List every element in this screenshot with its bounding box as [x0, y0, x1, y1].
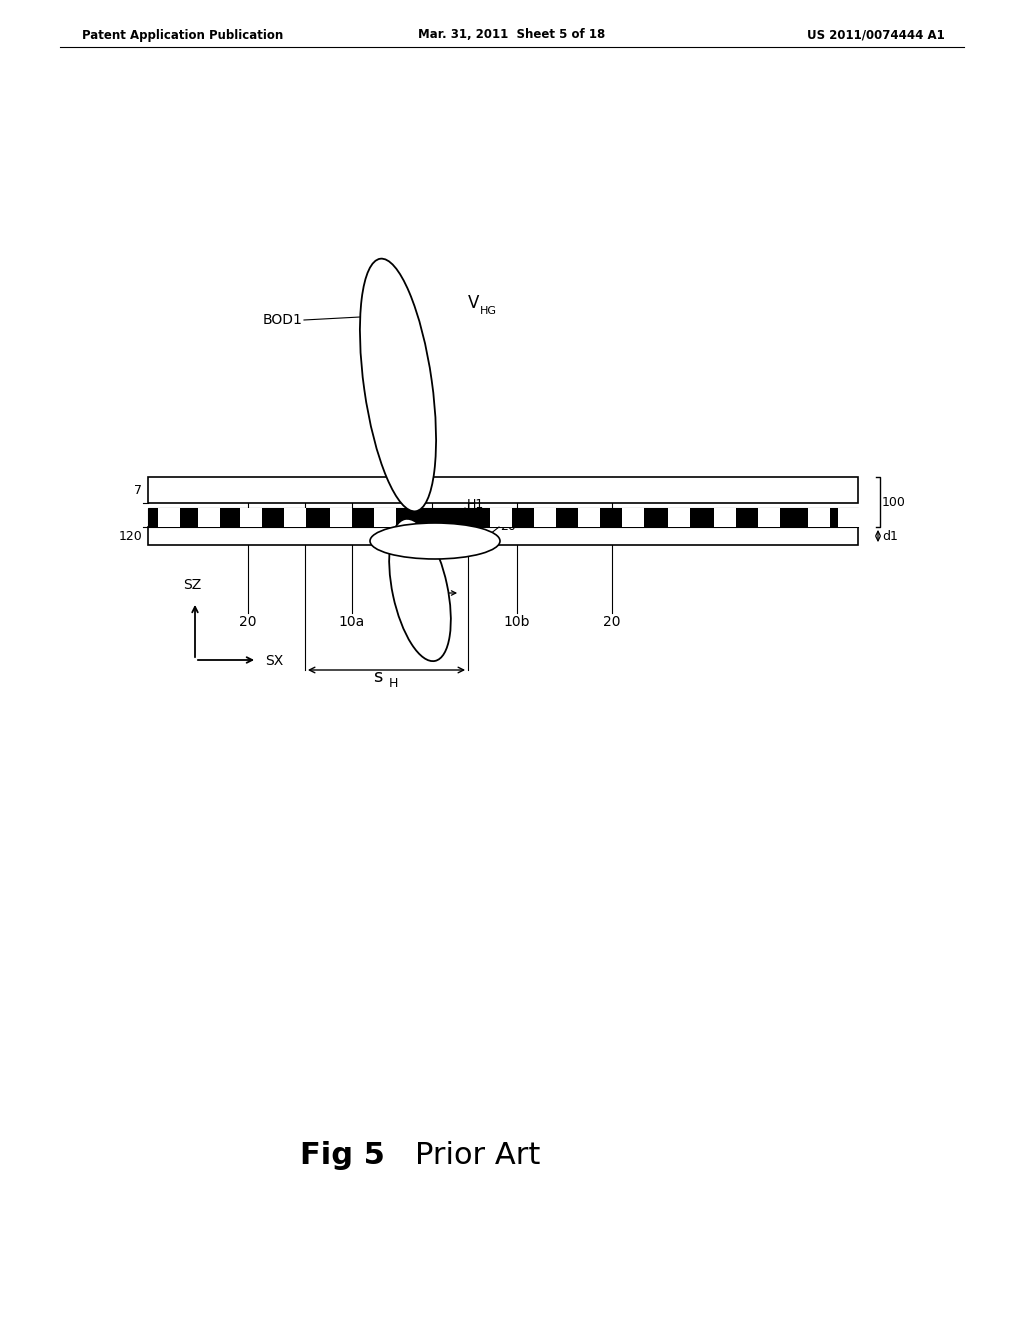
- Text: SX: SX: [265, 653, 284, 668]
- Text: US 2011/0074444 A1: US 2011/0074444 A1: [807, 29, 945, 41]
- Bar: [808, 508, 830, 527]
- Text: Fig 5: Fig 5: [300, 1140, 385, 1170]
- Text: s2: s2: [424, 615, 440, 630]
- Bar: [148, 477, 858, 503]
- Text: 20: 20: [240, 615, 257, 630]
- Text: Prior Art: Prior Art: [415, 1140, 541, 1170]
- Bar: [158, 508, 180, 527]
- Text: SZ: SZ: [183, 578, 201, 591]
- Text: Patent Application Publication: Patent Application Publication: [82, 29, 284, 41]
- Bar: [148, 508, 858, 527]
- Bar: [148, 527, 858, 545]
- Text: HG: HG: [480, 306, 497, 315]
- Text: 10b: 10b: [504, 615, 530, 630]
- Bar: [374, 508, 396, 527]
- Text: V: V: [468, 294, 479, 312]
- Text: 10a: 10a: [339, 615, 366, 630]
- Bar: [578, 508, 600, 527]
- Bar: [490, 508, 512, 527]
- Bar: [330, 508, 352, 527]
- Bar: [198, 508, 220, 527]
- Text: d1: d1: [882, 529, 898, 543]
- Text: 100: 100: [882, 495, 906, 508]
- Bar: [284, 508, 306, 527]
- Text: 20: 20: [603, 615, 621, 630]
- Text: H: H: [388, 677, 398, 690]
- Bar: [622, 508, 644, 527]
- Bar: [758, 508, 780, 527]
- Bar: [714, 508, 736, 527]
- Text: 120: 120: [118, 529, 142, 543]
- Text: BOD1: BOD1: [262, 313, 302, 327]
- Bar: [240, 508, 262, 527]
- Text: 7: 7: [134, 483, 142, 496]
- Bar: [534, 508, 556, 527]
- Text: Mar. 31, 2011  Sheet 5 of 18: Mar. 31, 2011 Sheet 5 of 18: [419, 29, 605, 41]
- Ellipse shape: [389, 519, 451, 661]
- Ellipse shape: [360, 259, 436, 511]
- Bar: [668, 508, 690, 527]
- Ellipse shape: [370, 523, 500, 558]
- Text: H1: H1: [467, 499, 484, 511]
- Bar: [838, 508, 860, 527]
- Text: s: s: [373, 668, 383, 686]
- Text: 20: 20: [500, 520, 516, 533]
